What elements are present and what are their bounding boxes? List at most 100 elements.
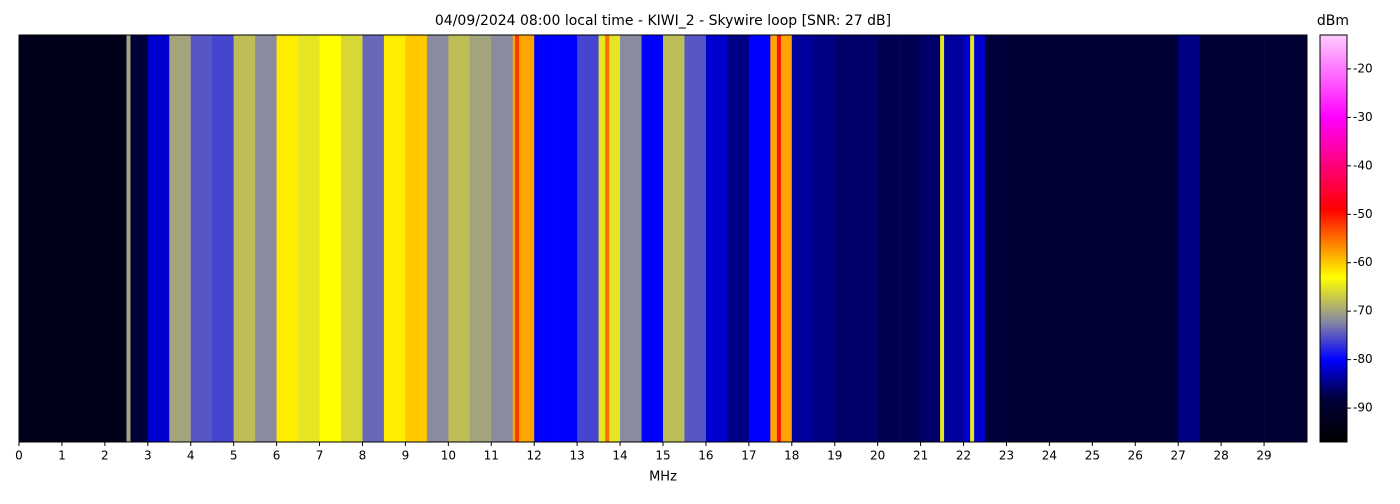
spectrum-column [126, 35, 149, 442]
x-tick-label: 24 [1042, 449, 1057, 463]
spectrum-column [1092, 35, 1115, 442]
spectrum-column [1006, 35, 1029, 442]
x-tick-label: 9 [402, 449, 410, 463]
colorbar-tick-label: -70 [1353, 304, 1373, 318]
chart-title: 04/09/2024 08:00 local time - KIWI_2 - S… [435, 13, 891, 29]
spectrum-column [190, 35, 213, 442]
x-tick-label: 12 [527, 449, 542, 463]
spectrum-column [19, 35, 41, 442]
spectrum-column [877, 35, 900, 442]
spectrum-column [834, 35, 857, 442]
spectrum-column [963, 35, 986, 442]
x-tick-label: 27 [1171, 449, 1186, 463]
x-tick-label: 3 [144, 449, 152, 463]
carrier-line [940, 35, 945, 442]
spectrum-column [1049, 35, 1072, 442]
spectrum-column [534, 35, 556, 442]
colorbar-tick-label: -40 [1353, 158, 1373, 172]
spectrum-column [426, 35, 449, 442]
x-tick-label: 0 [15, 449, 23, 463]
spectrum-column [920, 35, 943, 442]
carrier-line [515, 35, 520, 442]
spectrum-column [1178, 35, 1200, 442]
colorbar-tick-label: -60 [1353, 255, 1373, 269]
spectrum-column [1156, 35, 1179, 442]
spectrum-column [577, 35, 599, 442]
spectrum-column [598, 35, 621, 442]
spectrum-column [383, 35, 406, 442]
spectrum-column [985, 35, 1007, 442]
spectrum-column [233, 35, 256, 442]
spectrum-column [770, 35, 793, 442]
spectrum-column [104, 35, 127, 442]
spectrum-column [1135, 35, 1158, 442]
x-tick-label: 5 [230, 449, 238, 463]
x-tick-label: 18 [784, 449, 799, 463]
x-tick-label: 10 [441, 449, 456, 463]
spectrum-column [748, 35, 771, 442]
spectrum-column [40, 35, 63, 442]
x-tick-label: 15 [655, 449, 670, 463]
spectrum-column [1027, 35, 1050, 442]
spectrum-column [705, 35, 728, 442]
x-tick-label: 4 [187, 449, 195, 463]
colorbar-label: dBm [1317, 13, 1349, 29]
spectrum-column [255, 35, 277, 442]
spectrum-column [169, 35, 192, 442]
colorbar-tick-label: -80 [1353, 352, 1373, 366]
x-tick-label: 8 [359, 449, 367, 463]
x-tick-label: 11 [484, 449, 499, 463]
spectrum-column [813, 35, 836, 442]
spectrum-column [405, 35, 428, 442]
spectrum-column [555, 35, 578, 442]
spectrum-column [1113, 35, 1136, 442]
spectrum-column [1264, 35, 1286, 442]
colorbar-tick-label: -20 [1353, 61, 1373, 75]
spectrum-column [276, 35, 299, 442]
x-tick-label: 6 [273, 449, 281, 463]
x-tick-label: 20 [870, 449, 885, 463]
x-tick-label: 14 [612, 449, 627, 463]
x-tick-label: 23 [999, 449, 1014, 463]
x-tick-label: 28 [1213, 449, 1228, 463]
spectrum-column [1199, 35, 1222, 442]
spectrum-column [663, 35, 685, 442]
spectrum-column [1221, 35, 1243, 442]
x-tick-label: 16 [698, 449, 713, 463]
spectrum-column [491, 35, 514, 442]
spectrum-column [319, 35, 342, 442]
x-tick-label: 1 [58, 449, 66, 463]
spectrum-column [727, 35, 750, 442]
carrier-line [605, 35, 610, 442]
x-tick-label: 7 [316, 449, 324, 463]
spectrum-column [1070, 35, 1093, 442]
spectrum-column [791, 35, 814, 442]
colorbar-tick-label: -90 [1353, 401, 1373, 415]
spectrum-column [298, 35, 320, 442]
spectrum-column [212, 35, 234, 442]
x-axis-label: MHz [649, 470, 677, 485]
carrier-line [776, 35, 781, 442]
x-tick-label: 17 [741, 449, 756, 463]
carrier-line [126, 35, 131, 442]
spectrum-column [1242, 35, 1265, 442]
spectrum-column [942, 35, 964, 442]
spectrum-column [1285, 35, 1308, 442]
colorbar-tick-label: -30 [1353, 110, 1373, 124]
spectrum-column [147, 35, 170, 442]
spectrum-column [899, 35, 921, 442]
spectrum-column [856, 35, 878, 442]
x-tick-label: 19 [827, 449, 842, 463]
spectrum-column [448, 35, 471, 442]
spectrum-column [620, 35, 642, 442]
spectrum-column [469, 35, 492, 442]
spectrum-column [61, 35, 84, 442]
x-tick-label: 29 [1256, 449, 1271, 463]
spectrum-column [641, 35, 664, 442]
spectrum-column [362, 35, 385, 442]
x-tick-label: 26 [1128, 449, 1143, 463]
spectrum-column [341, 35, 363, 442]
x-tick-label: 25 [1085, 449, 1100, 463]
colorbar-tick-label: -50 [1353, 207, 1373, 221]
